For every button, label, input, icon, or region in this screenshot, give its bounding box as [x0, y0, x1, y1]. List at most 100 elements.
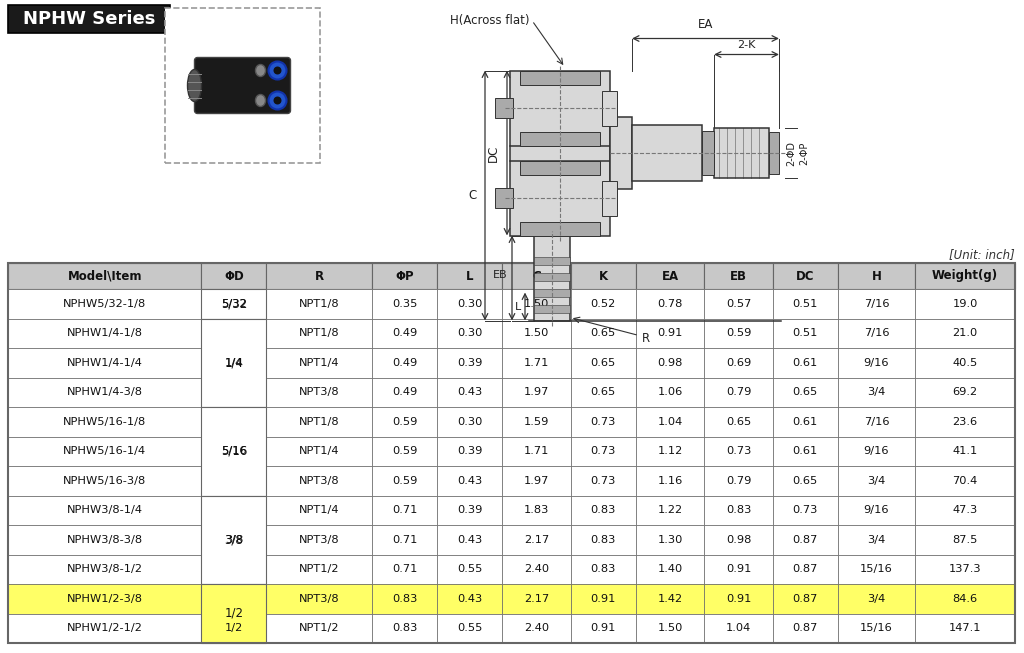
Bar — [636, 319, 705, 348]
Bar — [705, 614, 773, 643]
Bar — [570, 614, 636, 643]
Text: 0.61: 0.61 — [793, 417, 818, 427]
Text: 3/8: 3/8 — [224, 534, 244, 547]
Bar — [705, 348, 773, 377]
Text: NPT1/4: NPT1/4 — [299, 358, 340, 368]
Bar — [202, 496, 266, 525]
Bar — [266, 263, 373, 289]
Text: 0.83: 0.83 — [726, 505, 752, 515]
Bar — [838, 496, 915, 525]
Text: 1/2: 1/2 — [224, 623, 243, 633]
Text: 70.4: 70.4 — [952, 476, 978, 486]
Ellipse shape — [268, 61, 287, 80]
Bar — [838, 554, 915, 584]
Bar — [705, 584, 773, 614]
Bar — [570, 263, 636, 289]
Text: 2.40: 2.40 — [524, 564, 549, 574]
Text: NPT3/8: NPT3/8 — [299, 476, 340, 486]
Text: 2-ΦD: 2-ΦD — [786, 140, 796, 165]
Bar — [202, 614, 266, 643]
Bar — [915, 348, 1015, 377]
Text: NPHW3/8-1/4: NPHW3/8-1/4 — [67, 505, 142, 515]
Bar — [636, 466, 705, 496]
Bar — [773, 466, 838, 496]
Bar — [705, 289, 773, 319]
Bar — [636, 263, 705, 289]
Text: 0.55: 0.55 — [457, 623, 482, 633]
Bar — [202, 319, 266, 407]
Text: 0.87: 0.87 — [793, 535, 818, 545]
Text: 0.30: 0.30 — [457, 417, 482, 427]
Bar — [705, 496, 773, 525]
Bar — [266, 348, 373, 377]
Text: 0.49: 0.49 — [392, 328, 418, 338]
Text: 41.1: 41.1 — [952, 446, 978, 456]
Bar — [636, 496, 705, 525]
Text: EB: EB — [730, 270, 748, 283]
Ellipse shape — [256, 65, 265, 76]
Bar — [769, 132, 779, 174]
Text: 0.39: 0.39 — [457, 358, 482, 368]
Bar — [838, 525, 915, 554]
Text: 0.73: 0.73 — [591, 476, 615, 486]
Text: 1.83: 1.83 — [523, 505, 549, 515]
Text: 21.0: 21.0 — [952, 328, 978, 338]
Bar — [202, 289, 266, 319]
Text: 1.04: 1.04 — [726, 623, 752, 633]
Bar — [266, 525, 373, 554]
Bar — [915, 319, 1015, 348]
Text: NPHW5/16-3/8: NPHW5/16-3/8 — [63, 476, 146, 486]
Bar — [838, 614, 915, 643]
Bar — [915, 289, 1015, 319]
Text: R: R — [314, 270, 324, 283]
Bar — [915, 436, 1015, 466]
Text: 2-K: 2-K — [737, 39, 756, 50]
Bar — [773, 348, 838, 377]
Bar — [502, 407, 570, 436]
Bar — [915, 614, 1015, 643]
Bar — [534, 304, 570, 313]
Text: 40.5: 40.5 — [952, 358, 978, 368]
Bar — [266, 554, 373, 584]
Bar — [373, 436, 437, 466]
Bar — [636, 525, 705, 554]
Text: NPT1/4: NPT1/4 — [299, 505, 340, 515]
Text: 137.3: 137.3 — [949, 564, 981, 574]
Text: 0.51: 0.51 — [793, 299, 818, 309]
Text: 1.16: 1.16 — [657, 476, 683, 486]
Bar — [838, 466, 915, 496]
Bar — [202, 584, 266, 614]
Ellipse shape — [273, 67, 282, 74]
Text: NPHW5/32-1/8: NPHW5/32-1/8 — [63, 299, 146, 309]
Text: C: C — [469, 189, 477, 202]
Text: EA: EA — [662, 270, 679, 283]
Text: 1.04: 1.04 — [657, 417, 683, 427]
Bar — [773, 263, 838, 289]
Text: 0.30: 0.30 — [457, 299, 482, 309]
Bar — [502, 466, 570, 496]
Bar — [437, 377, 502, 407]
Text: 0.73: 0.73 — [591, 417, 615, 427]
Bar — [202, 466, 266, 496]
Bar — [8, 436, 202, 466]
Bar — [838, 407, 915, 436]
Text: 84.6: 84.6 — [952, 594, 978, 604]
Bar — [838, 348, 915, 377]
Bar — [8, 348, 202, 377]
Text: 0.59: 0.59 — [392, 476, 418, 486]
Bar — [373, 319, 437, 348]
Text: 9/16: 9/16 — [863, 505, 889, 515]
Bar — [202, 407, 266, 436]
Bar — [373, 554, 437, 584]
Bar — [915, 525, 1015, 554]
Text: EB: EB — [493, 270, 507, 280]
Bar — [373, 496, 437, 525]
Text: ΦD: ΦD — [224, 270, 244, 283]
Bar — [705, 554, 773, 584]
Bar — [705, 319, 773, 348]
Bar — [534, 257, 570, 264]
Bar — [915, 466, 1015, 496]
Text: 1.97: 1.97 — [523, 387, 549, 397]
Text: NPT1/8: NPT1/8 — [299, 417, 340, 427]
Text: 0.43: 0.43 — [457, 535, 482, 545]
